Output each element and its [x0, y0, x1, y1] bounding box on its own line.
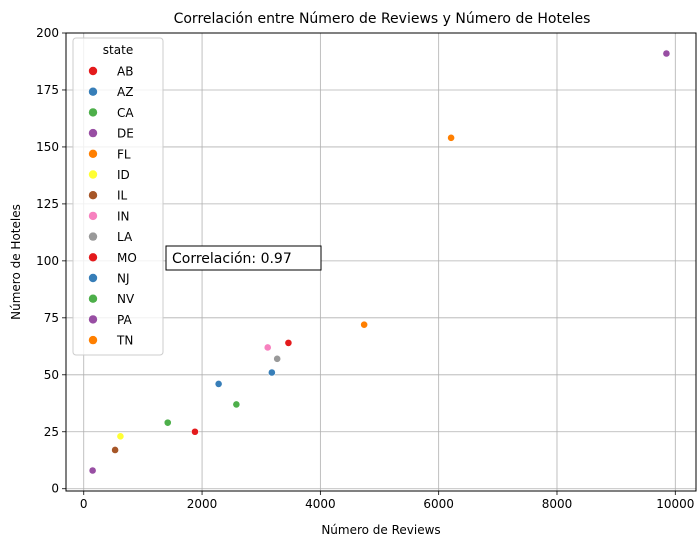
data-point-tn [447, 133, 455, 142]
legend-marker-ab [88, 66, 98, 76]
legend-marker-fl [88, 149, 98, 158]
legend-marker-nj [88, 273, 98, 283]
legend-label-tn: TN [116, 334, 133, 348]
y-tick-label: 50 [44, 368, 59, 382]
legend-label-nv: NV [117, 292, 135, 306]
x-tick-label: 4000 [305, 497, 336, 511]
plot-frame [65, 32, 697, 492]
legend-label-ca: CA [117, 106, 134, 120]
legend-marker-az [88, 87, 98, 96]
x-axis-label: Número de Reviews [321, 523, 440, 537]
annotation-text: Correlación: 0.97 [172, 251, 292, 267]
data-point-fl [360, 320, 369, 329]
x-tick-label: 2000 [187, 497, 218, 511]
legend-label-az: AZ [117, 85, 133, 99]
data-point-id [116, 432, 125, 441]
data-point-la [273, 354, 282, 363]
y-tick-label: 100 [36, 254, 59, 268]
y-tick-label: 125 [36, 197, 59, 211]
legend-marker-id [88, 170, 98, 179]
correlation-annotation: Correlación: 0.97 [165, 245, 322, 271]
legend-marker-ca [88, 108, 98, 117]
y-tick-label: 0 [51, 482, 59, 496]
legend-label-de: DE [117, 127, 134, 141]
data-point-az [214, 380, 223, 388]
x-tick-label: 10000 [656, 497, 694, 511]
legend-label-mo: MO [117, 251, 137, 265]
legend-marker-in [88, 211, 98, 221]
legend-label-nj: NJ [117, 272, 130, 286]
legend-marker-de [88, 128, 98, 138]
legend-marker-la [88, 232, 98, 241]
annotation-box [165, 245, 322, 271]
x-tick-label: 8000 [542, 497, 573, 511]
data-point-il [111, 446, 119, 454]
data-point-mo [284, 338, 293, 347]
y-tick-label: 25 [44, 425, 59, 439]
y-tick-label: 200 [36, 26, 59, 40]
data-point-nv [232, 400, 241, 409]
data-points [88, 49, 671, 475]
chart-title: Correlación entre Número de Reviews y Nú… [174, 11, 591, 27]
legend-marker-pa [88, 315, 98, 324]
legend-label-fl: FL [117, 147, 131, 161]
legend-items: AB AZ CA DE FL ID IL IN LA MO NJ NV PA TN [88, 65, 137, 348]
legend-marker-nv [88, 294, 98, 303]
legend-label-id: ID [117, 168, 130, 182]
data-point-de [88, 466, 97, 475]
legend-label-pa: PA [117, 313, 132, 327]
data-point-in [263, 343, 272, 352]
x-tick-label: 0 [80, 497, 88, 511]
legend-label-ab: AB [117, 65, 133, 79]
axis-ticks: 0 2000 4000 6000 8000 10000 0 25 50 75 100 125 150 17… [36, 26, 694, 511]
legend-marker-tn [88, 335, 98, 345]
data-point-ca [163, 418, 172, 427]
legend-label-la: LA [117, 230, 133, 244]
y-tick-label: 150 [36, 140, 59, 154]
x-tick-label: 6000 [423, 497, 454, 511]
data-point-ab [191, 427, 199, 436]
data-point-pa [662, 49, 671, 58]
data-point-nj [267, 368, 276, 377]
y-tick-label: 175 [36, 83, 59, 97]
legend-marker-il [88, 191, 98, 200]
y-tick-label: 75 [44, 311, 59, 325]
legend-marker-mo [88, 253, 98, 262]
legend-title: state [103, 43, 133, 57]
legend-label-in: IN [117, 209, 130, 223]
legend: state AB AZ CA DE FL ID IL IN LA MO NJ NV PA TN [72, 37, 164, 356]
legend-label-il: IL [117, 189, 128, 203]
y-axis-label: Número de Hoteles [9, 204, 23, 320]
